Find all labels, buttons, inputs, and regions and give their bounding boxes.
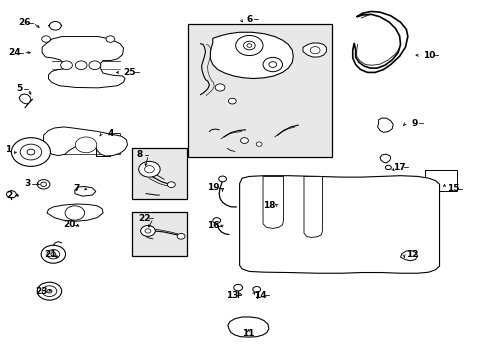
Circle shape xyxy=(51,252,56,256)
Circle shape xyxy=(41,182,46,186)
Text: 1: 1 xyxy=(5,145,11,154)
Text: 24: 24 xyxy=(8,48,20,57)
Polygon shape xyxy=(239,176,439,273)
Circle shape xyxy=(47,289,52,293)
Polygon shape xyxy=(43,127,127,156)
Bar xyxy=(132,212,187,256)
Polygon shape xyxy=(210,32,293,78)
Polygon shape xyxy=(303,43,326,57)
Circle shape xyxy=(11,138,50,166)
Polygon shape xyxy=(227,317,268,337)
Text: 14: 14 xyxy=(254,291,266,300)
Bar xyxy=(132,148,187,199)
Bar xyxy=(424,170,456,192)
Circle shape xyxy=(42,286,57,297)
Text: 5: 5 xyxy=(16,84,22,93)
Circle shape xyxy=(37,180,50,189)
Circle shape xyxy=(61,61,72,69)
Text: 16: 16 xyxy=(206,221,219,230)
Polygon shape xyxy=(47,204,103,221)
Circle shape xyxy=(27,149,35,155)
Text: 4: 4 xyxy=(107,129,113,138)
Text: 9: 9 xyxy=(410,119,417,128)
Circle shape xyxy=(89,61,101,69)
Circle shape xyxy=(20,144,41,160)
Circle shape xyxy=(263,57,282,72)
Text: 17: 17 xyxy=(392,163,405,172)
Text: 13: 13 xyxy=(225,291,238,300)
Circle shape xyxy=(65,206,84,220)
Circle shape xyxy=(218,176,226,182)
Circle shape xyxy=(246,44,251,47)
Polygon shape xyxy=(304,176,322,237)
Circle shape xyxy=(75,137,97,153)
Text: 2: 2 xyxy=(6,190,13,199)
Circle shape xyxy=(385,165,390,170)
Text: 18: 18 xyxy=(262,201,275,210)
Polygon shape xyxy=(379,154,390,163)
Text: 11: 11 xyxy=(242,329,254,338)
Circle shape xyxy=(240,138,248,143)
Circle shape xyxy=(310,46,320,54)
Circle shape xyxy=(177,233,184,239)
Circle shape xyxy=(212,218,220,224)
Text: 15: 15 xyxy=(446,184,459,193)
Text: 12: 12 xyxy=(406,250,418,259)
Circle shape xyxy=(256,142,262,146)
Polygon shape xyxy=(19,94,31,104)
Circle shape xyxy=(145,229,151,233)
Polygon shape xyxy=(377,118,392,132)
Circle shape xyxy=(228,98,236,104)
Text: 21: 21 xyxy=(44,250,57,259)
Circle shape xyxy=(215,84,224,91)
Circle shape xyxy=(37,282,61,300)
Text: 3: 3 xyxy=(24,179,31,188)
Circle shape xyxy=(144,166,154,173)
Circle shape xyxy=(243,41,255,50)
Text: 22: 22 xyxy=(138,214,150,223)
Text: 8: 8 xyxy=(136,150,142,159)
Circle shape xyxy=(41,36,50,42)
Bar xyxy=(188,24,331,157)
Polygon shape xyxy=(75,186,96,196)
Circle shape xyxy=(167,182,175,188)
Polygon shape xyxy=(42,37,125,88)
Text: 26: 26 xyxy=(18,18,30,27)
Text: 23: 23 xyxy=(35,287,47,296)
Circle shape xyxy=(49,22,61,30)
Circle shape xyxy=(233,284,242,291)
Circle shape xyxy=(141,226,155,236)
Circle shape xyxy=(139,161,160,177)
Text: 20: 20 xyxy=(62,220,75,229)
Polygon shape xyxy=(263,176,283,228)
Circle shape xyxy=(47,249,60,259)
Text: 7: 7 xyxy=(73,184,79,193)
Circle shape xyxy=(106,36,115,42)
Circle shape xyxy=(268,62,276,67)
Text: 6: 6 xyxy=(246,15,252,24)
Circle shape xyxy=(41,245,65,263)
Circle shape xyxy=(235,36,263,55)
Text: 25: 25 xyxy=(123,68,136,77)
Polygon shape xyxy=(352,12,407,72)
Circle shape xyxy=(6,191,16,198)
Circle shape xyxy=(75,61,87,69)
Polygon shape xyxy=(400,251,417,261)
Text: 19: 19 xyxy=(207,183,220,192)
Text: 10: 10 xyxy=(422,51,434,60)
Circle shape xyxy=(252,287,260,292)
